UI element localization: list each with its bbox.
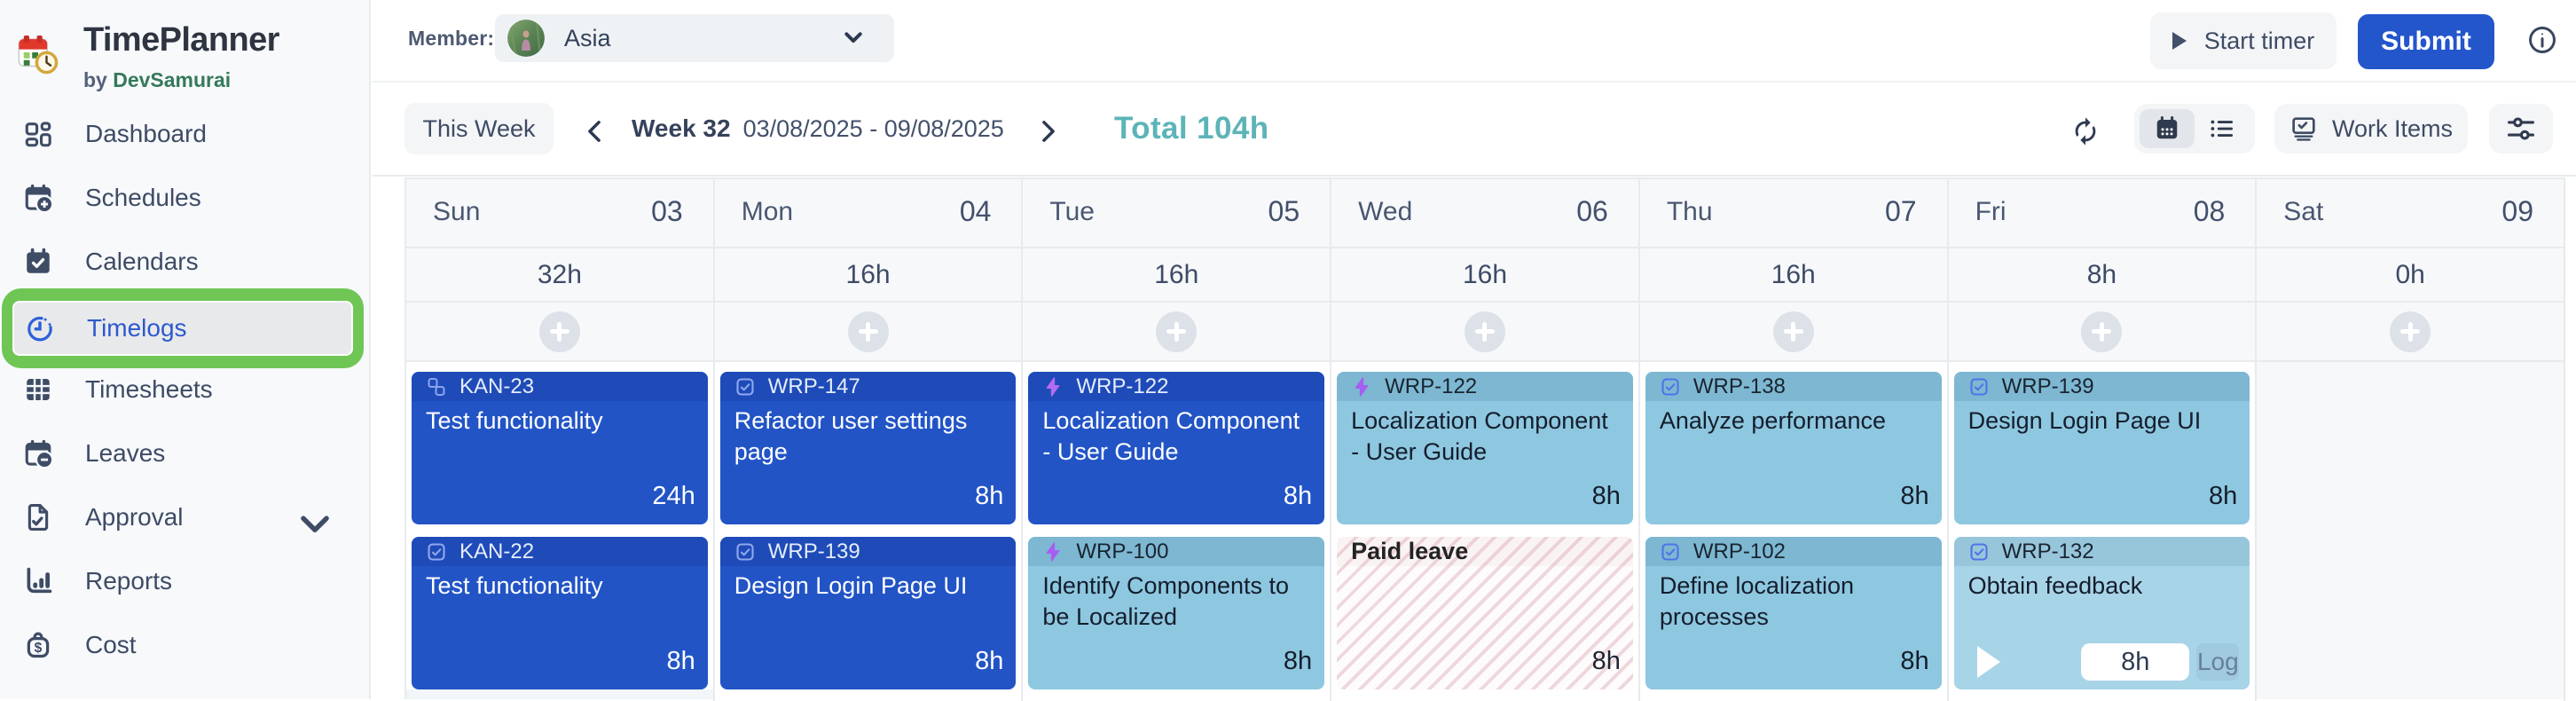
svg-text:$: $ xyxy=(35,641,43,656)
